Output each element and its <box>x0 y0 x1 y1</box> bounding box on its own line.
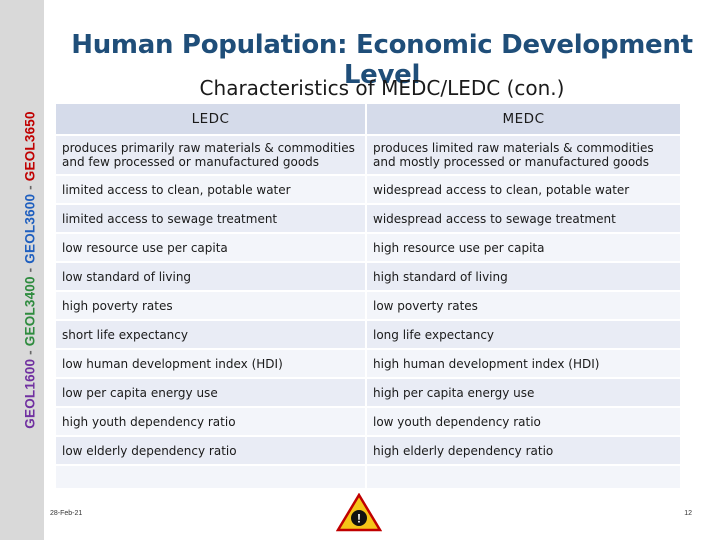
table-row: limited access to clean, potable water wi… <box>56 176 680 205</box>
ledc-cell: low human development index (HDI) <box>56 350 367 379</box>
table-row: limited access to sewage treatment widesp… <box>56 205 680 234</box>
table-row: high youth dependency ratio low youth dep… <box>56 408 680 437</box>
warning-sign-logo-icon: ! <box>336 493 382 532</box>
slide-title: Human Population: Economic Development L… <box>71 30 693 90</box>
logo-mark-text: ! <box>357 512 361 526</box>
medc-cell: high standard of living <box>367 263 680 292</box>
course-code-separator: - <box>22 263 38 277</box>
medc-cell: widespread access to clean, potable wate… <box>367 176 680 205</box>
medc-cell: produces limited raw materials & commodi… <box>367 136 680 176</box>
ledc-cell: high poverty rates <box>56 292 367 321</box>
ledc-cell: low standard of living <box>56 263 367 292</box>
table-row: produces primarily raw materials & commo… <box>56 136 680 176</box>
ledc-cell: limited access to clean, potable water <box>56 176 367 205</box>
medc-cell <box>367 466 680 490</box>
course-code-3: GEOL3600 <box>22 193 38 264</box>
course-code-separator: - <box>22 346 38 359</box>
ledc-cell: produces primarily raw materials & commo… <box>56 136 367 176</box>
course-code-4: GEOL3650 <box>22 111 38 182</box>
footer-date: 28-Feb-21 <box>50 510 83 517</box>
ledc-cell: limited access to sewage treatment <box>56 205 367 234</box>
table-row: low per capita energy use high per capita… <box>56 379 680 408</box>
comparison-table: LEDC MEDC produces primarily raw materia… <box>56 104 680 490</box>
sidebar-band <box>0 0 44 540</box>
ledc-cell: low per capita energy use <box>56 379 367 408</box>
ledc-cell: high youth dependency ratio <box>56 408 367 437</box>
medc-cell: long life expectancy <box>367 321 680 350</box>
ledc-cell: low resource use per capita <box>56 234 367 263</box>
course-codes-vertical: GEOL1600 - GEOL3400 - GEOL3600 - GEOL365… <box>23 111 38 428</box>
course-code-separator: - <box>22 181 38 194</box>
medc-cell: low youth dependency ratio <box>367 408 680 437</box>
table-row: low elderly dependency ratio high elderly… <box>56 437 680 466</box>
table-header-row: LEDC MEDC <box>56 104 680 136</box>
slide-subtitle: Characteristics of MEDC/LEDC (con.) <box>199 76 565 100</box>
course-code-1: GEOL1600 <box>22 358 38 429</box>
header-medc: MEDC <box>367 104 680 136</box>
medc-cell: high per capita energy use <box>367 379 680 408</box>
table-row: high poverty rates low poverty rates <box>56 292 680 321</box>
medc-cell: high resource use per capita <box>367 234 680 263</box>
medc-cell: low poverty rates <box>367 292 680 321</box>
table-row: low human development index (HDI) high hu… <box>56 350 680 379</box>
medc-cell: high human development index (HDI) <box>367 350 680 379</box>
header-ledc: LEDC <box>56 104 367 136</box>
ledc-cell: low elderly dependency ratio <box>56 437 367 466</box>
warning-circle-shape <box>351 510 367 526</box>
table-row: low standard of living high standard of l… <box>56 263 680 292</box>
table-row-empty <box>56 466 680 490</box>
table-row: short life expectancy long life expectanc… <box>56 321 680 350</box>
course-code-2: GEOL3400 <box>22 276 38 347</box>
table-row: low resource use per capita high resource… <box>56 234 680 263</box>
page-number: 12 <box>684 510 692 517</box>
ledc-cell <box>56 466 367 490</box>
ledc-cell: short life expectancy <box>56 321 367 350</box>
medc-cell: high elderly dependency ratio <box>367 437 680 466</box>
medc-cell: widespread access to sewage treatment <box>367 205 680 234</box>
